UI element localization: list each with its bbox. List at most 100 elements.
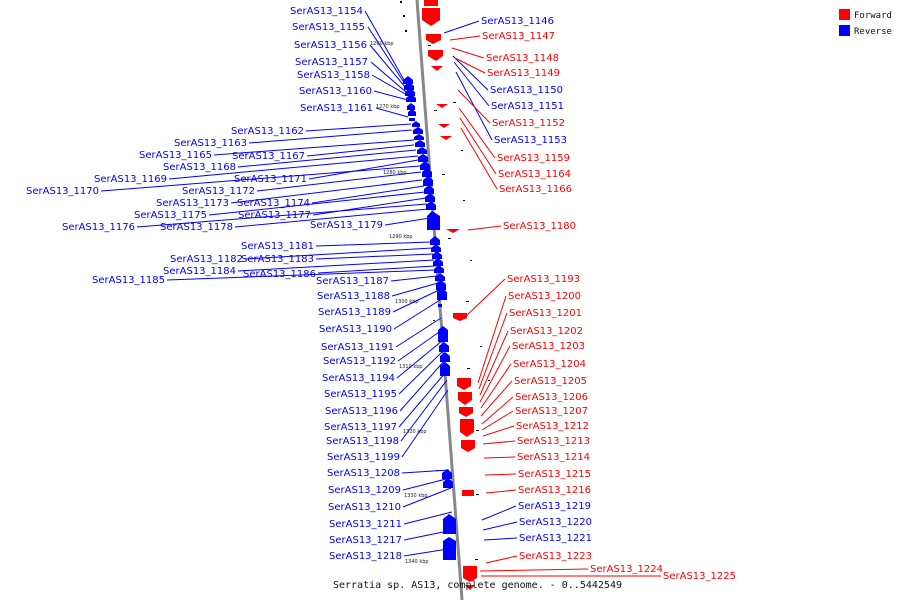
reverse-gene-glyphs [403, 76, 456, 560]
gene-label[interactable]: SerAS13_1152 [492, 118, 565, 129]
map-caption: Serratia sp. AS13, complete genome. - 0.… [333, 580, 622, 591]
tick-label: 1320 kbp [403, 429, 427, 435]
gene-label[interactable]: SerAS13_1188 [317, 291, 390, 302]
gene-label[interactable]: SerAS13_1206 [515, 392, 588, 403]
gene-label[interactable]: SerAS13_1186 [243, 269, 316, 280]
gene-label[interactable]: SerAS13_1202 [510, 326, 583, 337]
gene-label[interactable]: SerAS13_1179 [310, 220, 383, 231]
gene-label[interactable]: SerAS13_1149 [487, 68, 560, 79]
gene-label[interactable]: SerAS13_1198 [326, 436, 399, 447]
tick-label: 1270 kbp [376, 104, 400, 110]
gene-label[interactable]: SerAS13_1161 [300, 103, 373, 114]
tick-label: 1340 kbp [405, 559, 429, 565]
gene-label[interactable]: SerAS13_1170 [26, 186, 99, 197]
gene-label[interactable]: SerAS13_1223 [519, 551, 592, 562]
gene-label[interactable]: SerAS13_1153 [494, 135, 567, 146]
gene-label[interactable]: SerAS13_1163 [174, 138, 247, 149]
gene-label[interactable]: SerAS13_1158 [297, 70, 370, 81]
gene-label[interactable]: SerAS13_1209 [328, 485, 401, 496]
legend-forward-swatch [839, 9, 850, 20]
gene-label[interactable]: SerAS13_1171 [234, 174, 307, 185]
gene-label[interactable]: SerAS13_1192 [323, 356, 396, 367]
gene-label[interactable]: SerAS13_1203 [512, 341, 585, 352]
gene-label[interactable]: SerAS13_1181 [241, 241, 314, 252]
gene-label[interactable]: SerAS13_1216 [518, 485, 591, 496]
gene-label[interactable]: SerAS13_1168 [163, 162, 236, 173]
gene-label[interactable]: SerAS13_1174 [237, 198, 310, 209]
gene-label[interactable]: SerAS13_1217 [329, 535, 402, 546]
gene-label[interactable]: SerAS13_1199 [327, 452, 400, 463]
gene-label[interactable]: SerAS13_1200 [508, 291, 581, 302]
gene-label[interactable]: SerAS13_1167 [232, 151, 305, 162]
gene-label[interactable]: SerAS13_1146 [481, 16, 554, 27]
gene-label[interactable]: SerAS13_1175 [134, 210, 207, 221]
gene-label[interactable]: SerAS13_1183 [241, 254, 314, 265]
gene-label[interactable]: SerAS13_1180 [503, 221, 576, 232]
forward-connectors [449, 35, 661, 577]
tick-label: 1300 kbp [395, 299, 419, 305]
gene-label[interactable]: SerAS13_1213 [517, 436, 590, 447]
gene-label[interactable]: SerAS13_1176 [62, 222, 135, 233]
gene-label[interactable]: SerAS13_1207 [515, 406, 588, 417]
gene-label[interactable]: SerAS13_1224 [590, 564, 663, 575]
axis-tick-marks [400, 1, 490, 560]
gene-label[interactable]: SerAS13_1169 [94, 174, 167, 185]
gene-label[interactable]: SerAS13_1172 [182, 186, 255, 197]
gene-label[interactable]: SerAS13_1148 [486, 53, 559, 64]
gene-label[interactable]: SerAS13_1166 [499, 184, 572, 195]
gene-label[interactable]: SerAS13_1193 [507, 274, 580, 285]
gene-label[interactable]: SerAS13_1221 [519, 533, 592, 544]
forward-gene-labels: SerAS13_1147 SerAS13_1148 SerAS13_1149 S… [482, 31, 736, 582]
gene-label[interactable]: SerAS13_1211 [329, 519, 402, 530]
legend-reverse-swatch [839, 25, 850, 36]
gene-label[interactable]: SerAS13_1156 [294, 40, 367, 51]
gene-label[interactable]: SerAS13_1219 [518, 501, 591, 512]
gene-label[interactable]: SerAS13_1155 [292, 22, 365, 33]
gene-label[interactable]: SerAS13_1225 [663, 571, 736, 582]
gene-label[interactable]: SerAS13_1159 [497, 153, 570, 164]
gene-label[interactable]: SerAS13_1162 [231, 126, 304, 137]
gene-label[interactable]: SerAS13_1191 [321, 342, 394, 353]
legend-forward-label: Forward [854, 11, 892, 21]
gene-label[interactable]: SerAS13_1185 [92, 275, 165, 286]
gene-label[interactable]: SerAS13_1214 [517, 452, 590, 463]
tick-label: 1330 kbp [404, 493, 428, 499]
gene-label[interactable]: SerAS13_1160 [299, 86, 372, 97]
gene-label[interactable]: SerAS13_1212 [516, 421, 589, 432]
legend: Forward Reverse [839, 9, 892, 37]
gene-label[interactable]: SerAS13_1208 [327, 468, 400, 479]
gene-label[interactable]: SerAS13_1177 [238, 210, 311, 221]
gene-label[interactable]: SerAS13_1194 [322, 373, 395, 384]
legend-reverse-label: Reverse [854, 27, 892, 37]
gene-label[interactable]: SerAS13_1173 [156, 198, 229, 209]
gene-label[interactable]: SerAS13_1182 [170, 254, 243, 265]
tick-label: 1260 kbp [370, 41, 394, 47]
gene-label[interactable]: SerAS13_1190 [319, 324, 392, 335]
gene-label[interactable]: SerAS13_1154 [290, 6, 363, 17]
gene-label[interactable]: SerAS13_1189 [318, 307, 391, 318]
gene-label[interactable]: SerAS13_1164 [498, 169, 571, 180]
tick-label: 1290 kbp [389, 234, 413, 240]
reverse-gene-labels: SerAS13_1154 SerAS13_1155 SerAS13_1156 S… [26, 6, 592, 562]
gene-label[interactable]: SerAS13_1197 [324, 422, 397, 433]
gene-label[interactable]: SerAS13_1210 [328, 502, 401, 513]
gene-label[interactable]: SerAS13_1215 [518, 469, 591, 480]
gene-label[interactable]: SerAS13_1195 [324, 389, 397, 400]
gene-label[interactable]: SerAS13_1157 [295, 57, 368, 68]
gene-label[interactable]: SerAS13_1187 [316, 276, 389, 287]
gene-label[interactable]: SerAS13_1165 [139, 150, 212, 161]
gene-label[interactable]: SerAS13_1147 [482, 31, 555, 42]
gene-label[interactable]: SerAS13_1218 [329, 551, 402, 562]
tick-label: 1280 kbp [383, 170, 407, 176]
gene-label[interactable]: SerAS13_1204 [513, 359, 586, 370]
gene-label[interactable]: SerAS13_1184 [163, 266, 236, 277]
gene-label[interactable]: SerAS13_1196 [325, 406, 398, 417]
reverse-connectors [100, 10, 518, 557]
gene-label[interactable]: SerAS13_1201 [509, 308, 582, 319]
gene-label[interactable]: SerAS13_1150 [490, 85, 563, 96]
gene-label[interactable]: SerAS13_1220 [519, 517, 592, 528]
gene-label[interactable]: SerAS13_1205 [514, 376, 587, 387]
gene-label[interactable]: SerAS13_1151 [491, 101, 564, 112]
gene-label[interactable]: SerAS13_1178 [160, 222, 233, 233]
